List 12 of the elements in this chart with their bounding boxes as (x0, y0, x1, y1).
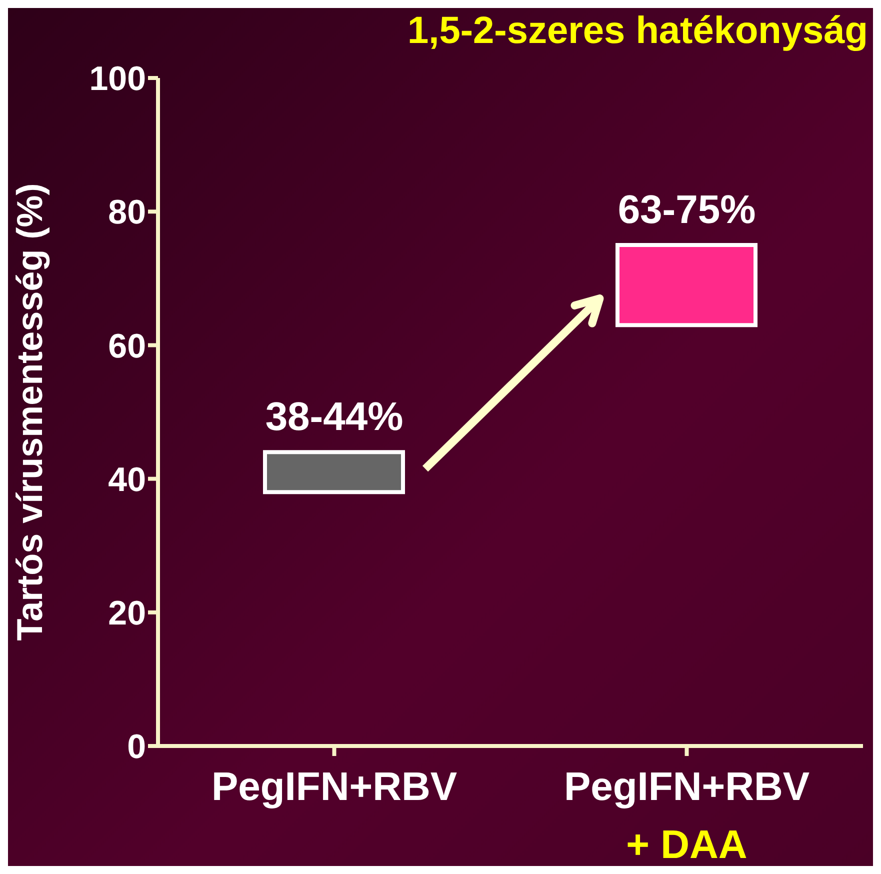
y-tick-label: 80 (108, 194, 146, 232)
chart-title: 1,5-2-szeres hatékonyság (406, 10, 868, 53)
y-tick-label: 0 (127, 728, 146, 766)
x-tick-label: PegIFN+RBV + DAA (564, 765, 810, 867)
annotation: 63-75% (618, 188, 756, 232)
y-tick-label: 60 (108, 327, 146, 366)
x-tick-label: PegIFN+RBV (211, 765, 458, 809)
y-tick-label: 100 (89, 60, 146, 98)
y-tick-label: 20 (108, 594, 146, 632)
y-axis-title: Tartós vírusmentesség (%) (8, 183, 50, 641)
annotation: 38-44% (265, 395, 404, 440)
y-tick-label: 40 (108, 460, 146, 499)
